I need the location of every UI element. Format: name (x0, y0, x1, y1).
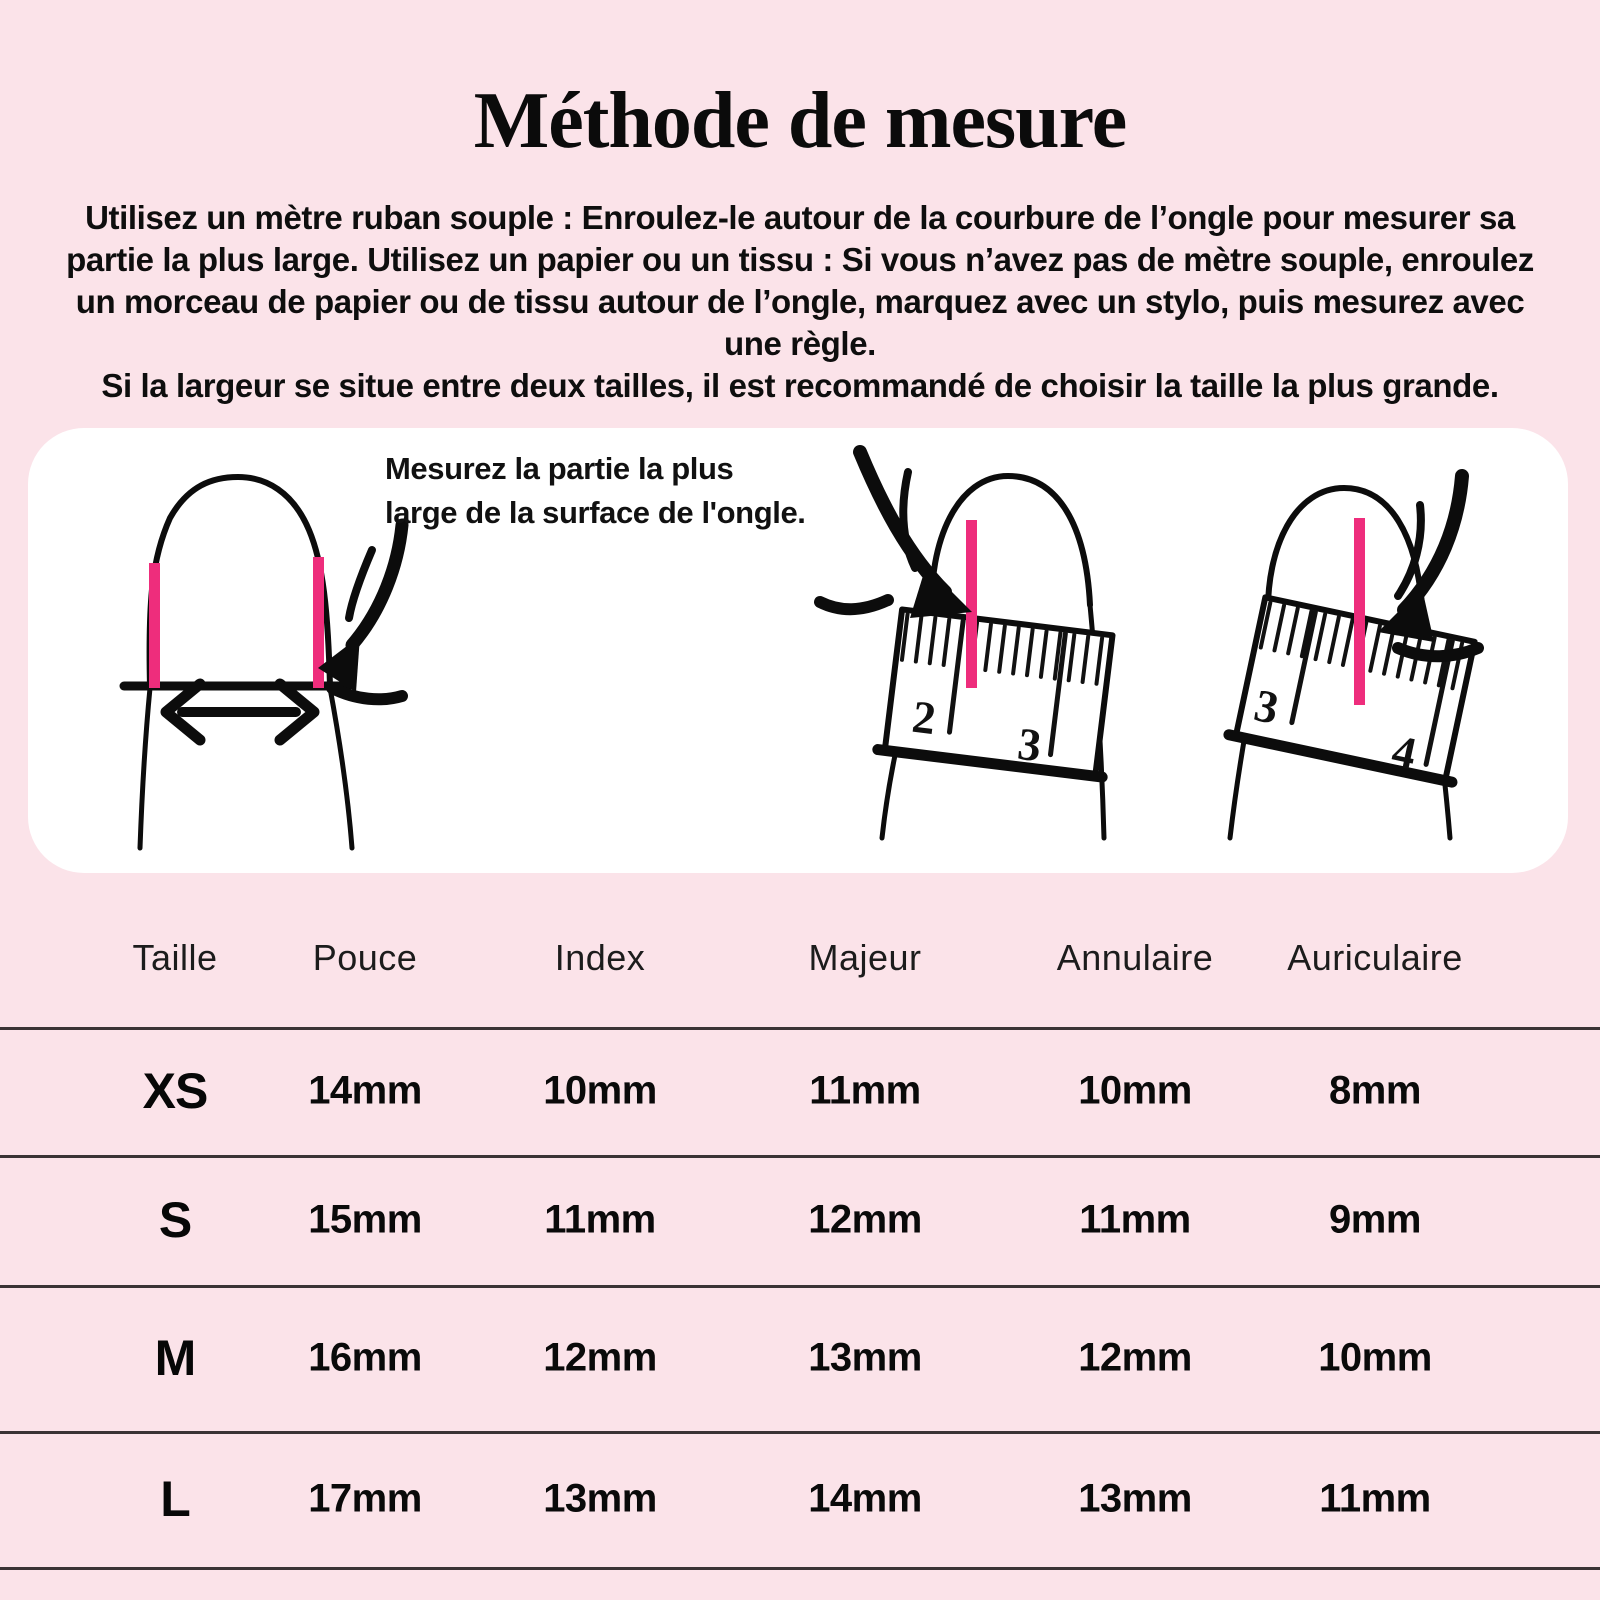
instruction-line: un morceau de papier ou de tissu autour … (75, 283, 1525, 320)
size-label: L (160, 1471, 191, 1527)
finger-side-left (137, 685, 153, 851)
annulaire-value: 12mm (1078, 1335, 1192, 1380)
auriculaire-value: 8mm (1329, 1068, 1421, 1113)
ruler-measure-illustration-left: 2 3 (814, 445, 1116, 841)
pointer-arrow-foot (814, 594, 894, 616)
pouce-value: 17mm (308, 1476, 422, 1521)
instruction-line: Si la largeur se situe entre deux taille… (101, 367, 1499, 404)
ruler-bottom-edge (872, 744, 1108, 783)
caption-line: large de la surface de l'ongle. (385, 495, 806, 530)
table-row-m: M 16mm 12mm 13mm 12mm 10mm (0, 1285, 1600, 1431)
majeur-value: 13mm (808, 1335, 922, 1380)
majeur-value: 14mm (808, 1476, 922, 1521)
nail-width-illustration (119, 474, 409, 851)
pouce-value: 15mm (308, 1197, 422, 1242)
measure-mark (966, 520, 977, 688)
auriculaire-value: 10mm (1318, 1335, 1432, 1380)
page-title: Méthode de mesure (473, 77, 1128, 165)
table-divider (0, 1027, 1600, 1030)
index-value: 12mm (543, 1335, 657, 1380)
pouce-value: 14mm (308, 1068, 422, 1113)
nail-outline (928, 473, 1093, 621)
pointer-arrow-head (318, 636, 360, 692)
pointer-arrow-flourish (1394, 501, 1425, 600)
finger-side-right (327, 685, 355, 851)
diagram-caption: Mesurez la partie la plus large de la su… (385, 447, 806, 535)
table-divider (0, 1431, 1600, 1434)
size-label: XS (142, 1063, 209, 1119)
width-mark-right (313, 557, 324, 688)
pointer-arrow-head (1378, 588, 1434, 642)
ruler-measure-illustration-right: 3 4 (1223, 469, 1484, 841)
nail-outline (146, 474, 333, 689)
pointer-arrow-foot (1392, 642, 1484, 663)
majeur-value: 11mm (809, 1068, 921, 1113)
majeur-value: 12mm (808, 1197, 922, 1242)
column-header-pouce: Pouce (312, 936, 418, 978)
ruler-long-tick (946, 618, 966, 735)
auriculaire-value: 9mm (1329, 1197, 1421, 1242)
table-divider (0, 1285, 1600, 1288)
annulaire-value: 11mm (1079, 1197, 1191, 1242)
column-header-majeur: Majeur (808, 936, 922, 978)
column-header-annulaire: Annulaire (1056, 936, 1214, 978)
table-header-row: Taille Pouce Index Majeur Annulaire Auri… (0, 920, 1600, 995)
pointer-arrow-head (910, 566, 972, 618)
instructions-paragraph: Utilisez un mètre ruban souple : Enroule… (30, 197, 1570, 407)
annulaire-value: 10mm (1078, 1068, 1192, 1113)
table-divider (0, 1567, 1600, 1570)
ruler-long-tick (1289, 609, 1318, 726)
ruler-long-tick (1047, 631, 1068, 758)
instruction-line: une règle. (724, 325, 876, 362)
column-header-auriculaire: Auriculaire (1287, 936, 1463, 978)
auriculaire-value: 11mm (1319, 1476, 1431, 1521)
ruler-bottom-edge (1223, 729, 1458, 788)
table-divider (0, 1155, 1600, 1158)
index-value: 11mm (544, 1197, 656, 1242)
size-label: S (158, 1192, 192, 1248)
table-row-l: L 17mm 13mm 14mm 13mm 11mm (0, 1431, 1600, 1567)
pointer-arrow-shaft (345, 518, 409, 652)
table-row-xs: XS 14mm 10mm 11mm 10mm 8mm (0, 1027, 1600, 1155)
index-value: 13mm (543, 1476, 657, 1521)
table-row-s: S 15mm 11mm 12mm 11mm 9mm (0, 1155, 1600, 1285)
index-value: 10mm (543, 1068, 657, 1113)
instruction-line: Utilisez un mètre ruban souple : Enroule… (85, 199, 1515, 236)
pouce-value: 16mm (308, 1335, 422, 1380)
column-header-index: Index (554, 936, 646, 978)
width-mark-left (149, 563, 160, 688)
column-header-taille: Taille (132, 936, 218, 978)
width-arrow-left-chevron (160, 678, 206, 746)
size-label: M (154, 1330, 197, 1386)
pointer-arrow-flourish (345, 546, 376, 622)
instruction-line: partie la plus large. Utilisez un papier… (66, 241, 1534, 278)
width-arrow-right-chevron (274, 678, 320, 746)
pointer-arrow-foot (326, 682, 408, 706)
annulaire-value: 13mm (1078, 1476, 1192, 1521)
pointer-arrow-flourish (899, 468, 919, 572)
nail-outline (1264, 485, 1425, 621)
caption-line: Mesurez la partie la plus (385, 451, 734, 486)
pointer-arrow-shaft (1397, 469, 1469, 617)
ruler-band: 2 3 (872, 606, 1116, 783)
measure-mark (1354, 518, 1365, 705)
